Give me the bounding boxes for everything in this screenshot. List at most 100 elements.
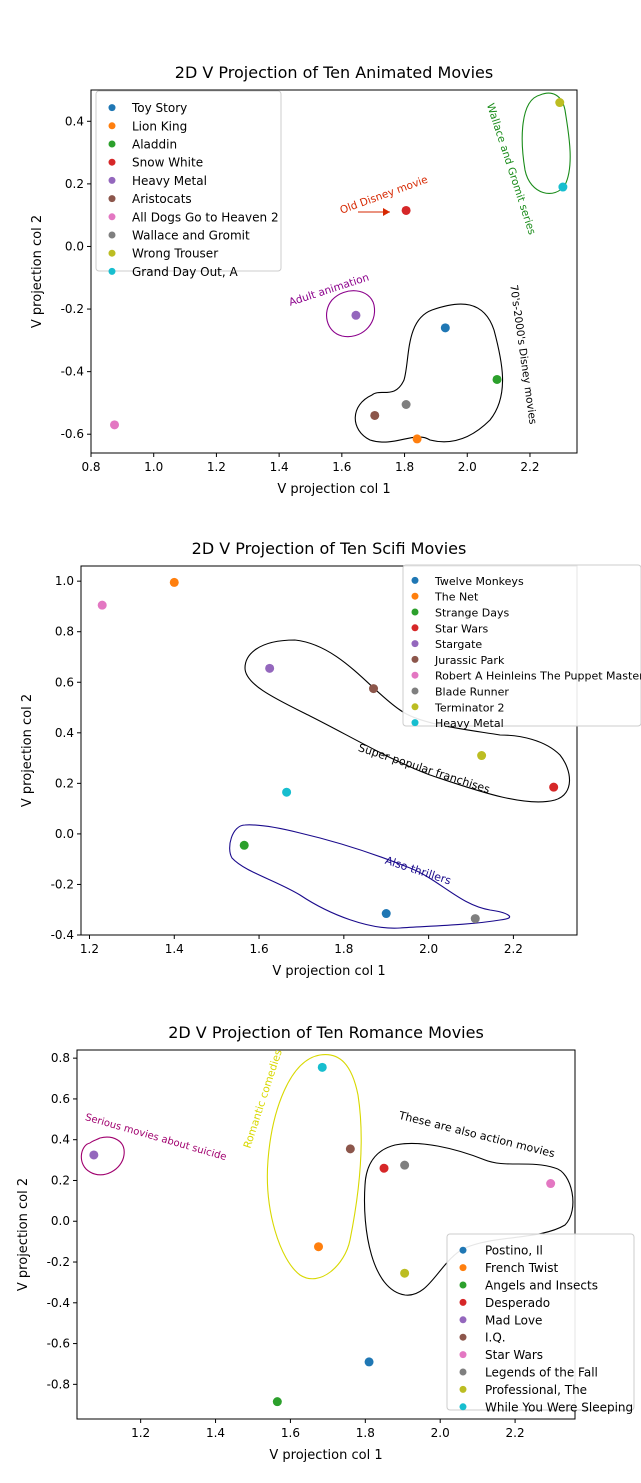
annotation-label: These are also action movies: [397, 1109, 557, 1161]
annotation-label: 70's-2000's Disney movies: [507, 284, 538, 425]
data-point: [345, 1144, 355, 1154]
y-axis-label: V projection col 2: [30, 215, 45, 328]
data-point: [265, 663, 275, 673]
x-tick-label: 1.6: [281, 1426, 300, 1440]
legend-label: Legends of the Fall: [485, 1366, 598, 1380]
annotation-label: Super popular franchises: [357, 741, 492, 796]
y-tick-label: 0.0: [55, 827, 74, 841]
y-tick-label: -0.6: [61, 427, 84, 441]
y-tick-label: -0.4: [47, 1296, 70, 1310]
legend-label: Aristocats: [132, 192, 192, 206]
annotation-outline: [363, 1142, 574, 1296]
x-tick-label: 2.2: [520, 460, 539, 474]
legend-label: Angels and Insects: [485, 1279, 598, 1293]
legend-marker: [411, 703, 419, 711]
x-axis-label: V projection col 1: [269, 1448, 382, 1463]
data-point: [400, 1268, 410, 1278]
legend-marker: [411, 592, 419, 600]
legend-label: Mad Love: [485, 1313, 542, 1327]
legend-marker: [108, 140, 116, 148]
legend-label: Heavy Metal: [435, 717, 504, 730]
data-point: [89, 1150, 99, 1160]
legend-label: Star Wars: [485, 1348, 543, 1362]
y-tick-label: 0.8: [55, 625, 74, 639]
legend-label: Heavy Metal: [132, 174, 207, 188]
data-point: [370, 410, 380, 420]
x-tick-label: 1.4: [206, 1426, 225, 1440]
legend-marker: [108, 249, 116, 257]
legend-marker: [108, 104, 116, 112]
annotation-outline: [229, 824, 511, 929]
x-tick-label: 0.8: [81, 460, 100, 474]
annotation-arrowhead: [383, 208, 390, 216]
legend-marker: [108, 176, 116, 184]
legend-label: Terminator 2: [434, 701, 505, 714]
legend-marker: [459, 1298, 467, 1306]
annotation-outline: [80, 1136, 125, 1176]
y-tick-label: 0.2: [65, 177, 84, 191]
legend-marker: [411, 608, 419, 616]
y-tick-label: 0.4: [55, 726, 74, 740]
x-tick-label: 1.6: [250, 942, 269, 956]
legend-label: Stargate: [435, 638, 482, 651]
data-point: [558, 182, 568, 192]
chart-2: 2D V Projection of Ten Romance Movies 1.2…: [16, 1023, 635, 1463]
data-point: [379, 1163, 389, 1173]
annotation-label: Romantic comedies: [242, 1048, 285, 1150]
legend-label: Jurassic Park: [434, 654, 505, 667]
data-point: [314, 1242, 324, 1252]
annotation-outline: [521, 92, 571, 194]
data-point: [549, 782, 559, 792]
legend-marker: [459, 1246, 467, 1254]
legend-marker: [459, 1281, 467, 1289]
data-point: [412, 434, 422, 444]
legend-label: I.Q.: [485, 1331, 506, 1345]
legend-marker: [411, 671, 419, 679]
data-point: [97, 600, 107, 610]
plot-frame: [80, 565, 578, 936]
legend-label: All Dogs Go to Heaven 2: [132, 210, 279, 224]
data-point: [317, 1062, 327, 1072]
legend-marker: [108, 122, 116, 130]
y-tick-label: -0.6: [47, 1337, 70, 1351]
legend-marker: [411, 624, 419, 632]
y-tick-label: -0.4: [51, 928, 74, 942]
x-tick-label: 1.0: [144, 460, 163, 474]
data-point: [492, 374, 502, 384]
data-point: [470, 914, 480, 924]
legend-label: Postino, Il: [485, 1244, 543, 1258]
y-tick-label: -0.2: [51, 877, 74, 891]
x-tick-label: 1.2: [207, 460, 226, 474]
annotation-label: Adult animation: [288, 272, 371, 309]
legend-marker: [411, 687, 419, 695]
legend-label: Wrong Trouser: [132, 247, 218, 261]
y-tick-label: 0.8: [51, 1051, 70, 1065]
x-tick-label: 1.8: [356, 1426, 375, 1440]
y-tick-label: -0.4: [61, 365, 84, 379]
data-point: [369, 684, 379, 694]
x-tick-label: 1.4: [165, 942, 184, 956]
legend-label: The Net: [434, 591, 479, 604]
x-axis-label: V projection col 1: [277, 482, 390, 497]
legend-label: Twelve Monkeys: [434, 575, 524, 588]
y-tick-label: 1.0: [55, 574, 74, 588]
legend-label: Snow White: [132, 156, 203, 170]
x-tick-label: 2.2: [506, 1426, 525, 1440]
data-point: [401, 399, 411, 409]
chart-title: 2D V Projection of Ten Romance Movies: [168, 1023, 484, 1042]
y-tick-label: -0.2: [61, 302, 84, 316]
legend-marker: [459, 1403, 467, 1411]
legend-label: Aladdin: [132, 138, 177, 152]
legend-marker: [459, 1264, 467, 1272]
legend-marker: [108, 231, 116, 239]
x-axis-label: V projection col 1: [272, 964, 385, 979]
legend-marker: [459, 1385, 467, 1393]
legend-label: Toy Story: [131, 101, 187, 115]
y-tick-label: 0.0: [51, 1214, 70, 1228]
y-tick-label: 0.6: [51, 1092, 70, 1106]
y-tick-label: 0.4: [65, 114, 84, 128]
y-tick-label: 0.6: [55, 675, 74, 689]
legend-box: [402, 564, 641, 727]
legend-label: Desperado: [485, 1296, 550, 1310]
legend-marker: [411, 655, 419, 663]
